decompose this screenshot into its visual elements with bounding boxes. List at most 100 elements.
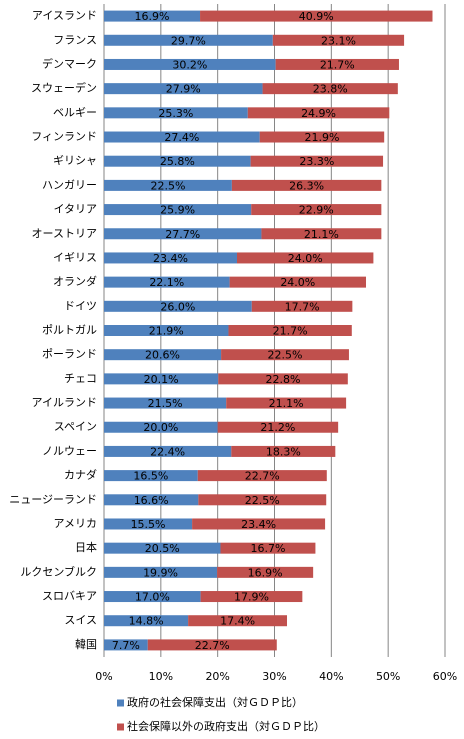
y-tick-label: ベルギー <box>53 106 97 119</box>
y-tick-label: ハンガリー <box>42 178 97 191</box>
bar-segment <box>275 58 399 70</box>
bar-segment <box>217 421 339 433</box>
value-label: 17.4% <box>220 615 255 628</box>
y-tick-label: フランス <box>53 33 97 46</box>
bar-segment <box>251 204 382 216</box>
value-label: 27.7% <box>165 228 200 241</box>
bar-segment <box>188 615 288 627</box>
y-tick-label: スウェーデン <box>31 81 97 95</box>
value-label: 16.7% <box>250 542 285 555</box>
bar-segment <box>104 591 201 603</box>
value-label: 30.2% <box>172 58 207 71</box>
bar-segment <box>104 421 218 433</box>
bar-segment <box>104 397 227 409</box>
y-tick-label: アメリカ <box>54 517 97 530</box>
value-label: 21.1% <box>304 228 339 241</box>
bar-segment <box>104 204 252 216</box>
bar-segment <box>104 639 148 651</box>
value-label: 22.7% <box>245 470 280 483</box>
legend-marker <box>117 699 124 707</box>
y-tick-label: 日本 <box>75 540 97 554</box>
bar-segment <box>104 179 232 191</box>
y-tick-label: 韓国 <box>75 638 97 651</box>
legend-label: 政府の社会保障支出（対ＧＤＰ比） <box>127 695 303 709</box>
y-tick-label: スロバキア <box>42 590 97 603</box>
bar-segment <box>104 131 260 143</box>
value-label: 23.4% <box>153 252 188 265</box>
value-label: 26.3% <box>289 179 324 192</box>
value-label: 21.1% <box>269 397 304 410</box>
y-tick-label: アイルランド <box>32 396 97 409</box>
value-label: 23.8% <box>313 83 348 96</box>
value-label: 17.7% <box>285 300 320 313</box>
value-label: 25.3% <box>158 107 193 120</box>
value-label: 16.9% <box>248 566 283 579</box>
y-tick-label: ポルトガル <box>42 324 97 337</box>
y-tick-label: ポーランド <box>42 348 97 361</box>
value-label: 25.9% <box>160 204 195 217</box>
bar-segment <box>231 445 336 457</box>
value-label: 22.1% <box>149 276 184 289</box>
bar-segment <box>104 10 201 22</box>
value-label: 22.7% <box>195 639 230 652</box>
bar-segment <box>192 518 326 530</box>
bar-segment <box>104 252 237 264</box>
bar-segment <box>147 639 277 651</box>
value-label: 40.9% <box>299 10 334 23</box>
x-tick-label: 60% <box>433 670 457 683</box>
value-label: 23.4% <box>241 518 276 531</box>
bar-segment <box>104 566 218 578</box>
value-label: 20.6% <box>145 349 180 362</box>
value-label: 20.0% <box>143 421 178 434</box>
y-tick-label: ギリシャ <box>53 154 97 167</box>
x-tick-label: 50% <box>376 670 400 683</box>
x-tick-label: 0% <box>95 670 112 683</box>
value-label: 20.1% <box>144 373 179 386</box>
bar-segment <box>218 373 348 385</box>
bar-segment <box>259 131 385 143</box>
y-tick-label: フィンランド <box>31 130 97 143</box>
bar-segment <box>262 83 398 95</box>
bar-segment <box>231 179 382 191</box>
bar-segment <box>200 591 303 603</box>
value-label: 21.2% <box>260 421 295 434</box>
value-label: 19.9% <box>143 566 178 579</box>
value-label: 29.7% <box>171 34 206 47</box>
bar-segment <box>104 518 193 530</box>
bar-segment <box>104 228 262 240</box>
bar-segment <box>200 10 433 22</box>
bar-segment <box>104 58 276 70</box>
value-label: 17.9% <box>234 591 269 604</box>
y-tick-label: スペイン <box>54 420 97 433</box>
value-label: 7.7% <box>112 639 140 652</box>
value-label: 22.4% <box>150 445 185 458</box>
value-label: 22.5% <box>245 494 280 507</box>
bar-segment <box>104 470 198 482</box>
bar-segment <box>217 566 314 578</box>
y-tick-label: アイスランド <box>32 9 97 22</box>
bar-segment <box>220 542 316 554</box>
y-tick-label: チェコ <box>64 372 97 385</box>
bar-segment <box>236 252 374 264</box>
y-tick-label: ノルウェー <box>42 444 97 457</box>
bar-segment <box>104 155 251 167</box>
y-tick-label: ニュージーランド <box>9 493 97 506</box>
bar-segment <box>104 445 232 457</box>
value-label: 16.5% <box>133 470 168 483</box>
bar-segment <box>104 300 252 312</box>
y-tick-label: オーストリア <box>32 227 97 240</box>
value-label: 23.1% <box>321 34 356 47</box>
bar-segment <box>272 34 405 46</box>
bar-segment <box>104 107 248 119</box>
value-label: 18.3% <box>266 445 301 458</box>
bar-segment <box>251 300 353 312</box>
bar-segment <box>221 349 349 361</box>
value-label: 21.7% <box>273 325 308 338</box>
value-label: 17.0% <box>135 591 170 604</box>
value-label: 26.0% <box>160 300 195 313</box>
x-tick-label: 20% <box>205 670 229 683</box>
bar-segment <box>104 83 263 95</box>
bar-segment <box>229 276 367 288</box>
y-tick-label: デンマーク <box>42 56 97 70</box>
